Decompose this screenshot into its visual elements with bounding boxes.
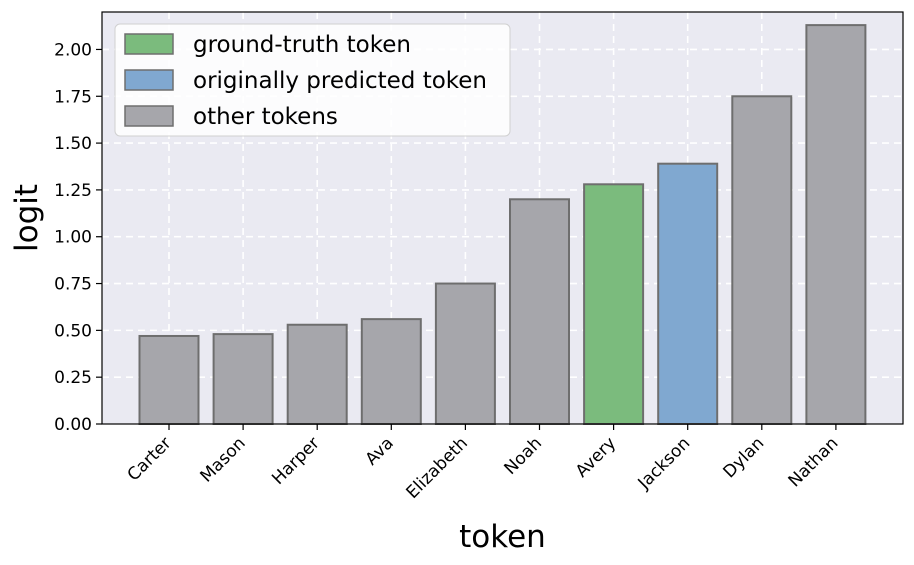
y-tick-label: 1.75 (54, 87, 92, 107)
y-tick-label: 2.00 (54, 40, 92, 60)
legend: ground-truth token originally predicted t… (114, 23, 511, 137)
legend-swatch-predicted (124, 69, 174, 91)
bar-ava (360, 318, 422, 425)
y-axis-title: logit (9, 184, 45, 252)
legend-box (114, 23, 511, 137)
x-tick-label-avery: Avery (572, 433, 620, 481)
y-tick-label: 0.50 (54, 321, 92, 341)
x-tick-label-jackson: Jackson (634, 433, 695, 494)
y-tick-label: 1.25 (54, 181, 92, 201)
x-tick-label-nathan: Nathan (785, 433, 843, 491)
bar-nathan (805, 24, 867, 425)
x-tick-label-noah: Noah (501, 433, 546, 478)
x-tick-label-ava: Ava (362, 433, 398, 469)
y-tick-label: 0.00 (54, 415, 92, 435)
bar-avery (583, 183, 645, 425)
x-ticks: Carter Mason Harper Ava Elizabeth Noah Avery Ja… (124, 424, 843, 503)
bar-noah (509, 198, 570, 425)
y-tick-label: 0.75 (54, 275, 92, 295)
bar-dylan (731, 95, 793, 425)
bar-elizabeth (434, 282, 496, 425)
y-tick-label: 0.25 (54, 368, 92, 388)
legend-swatch-ground (124, 33, 174, 55)
x-tick-label-mason: Mason (197, 433, 250, 486)
x-tick-label-carter: Carter (124, 433, 176, 485)
bars (138, 24, 867, 426)
y-tick-label: 1.50 (54, 134, 92, 154)
bar-jackson (657, 162, 719, 425)
legend-label-predicted: originally predicted token (193, 68, 487, 94)
x-tick-label-elizabeth: Elizabeth (402, 433, 471, 502)
legend-swatch-other (124, 105, 174, 127)
bar-harper (286, 323, 348, 425)
bar-mason (212, 333, 274, 426)
bar-carter (138, 334, 200, 425)
legend-label-other: other tokens (193, 104, 338, 130)
legend-label-ground: ground-truth token (193, 32, 411, 58)
y-tick-label: 1.00 (54, 228, 92, 248)
x-tick-label-harper: Harper (268, 433, 323, 488)
axes (101, 11, 904, 425)
x-axis-title: token (459, 519, 546, 555)
y-ticks: 0.00 0.25 0.50 0.75 1.00 1.25 1.50 1.75 2.00 (54, 40, 102, 435)
axes-frame (101, 11, 904, 425)
x-tick-label-dylan: Dylan (719, 433, 768, 482)
